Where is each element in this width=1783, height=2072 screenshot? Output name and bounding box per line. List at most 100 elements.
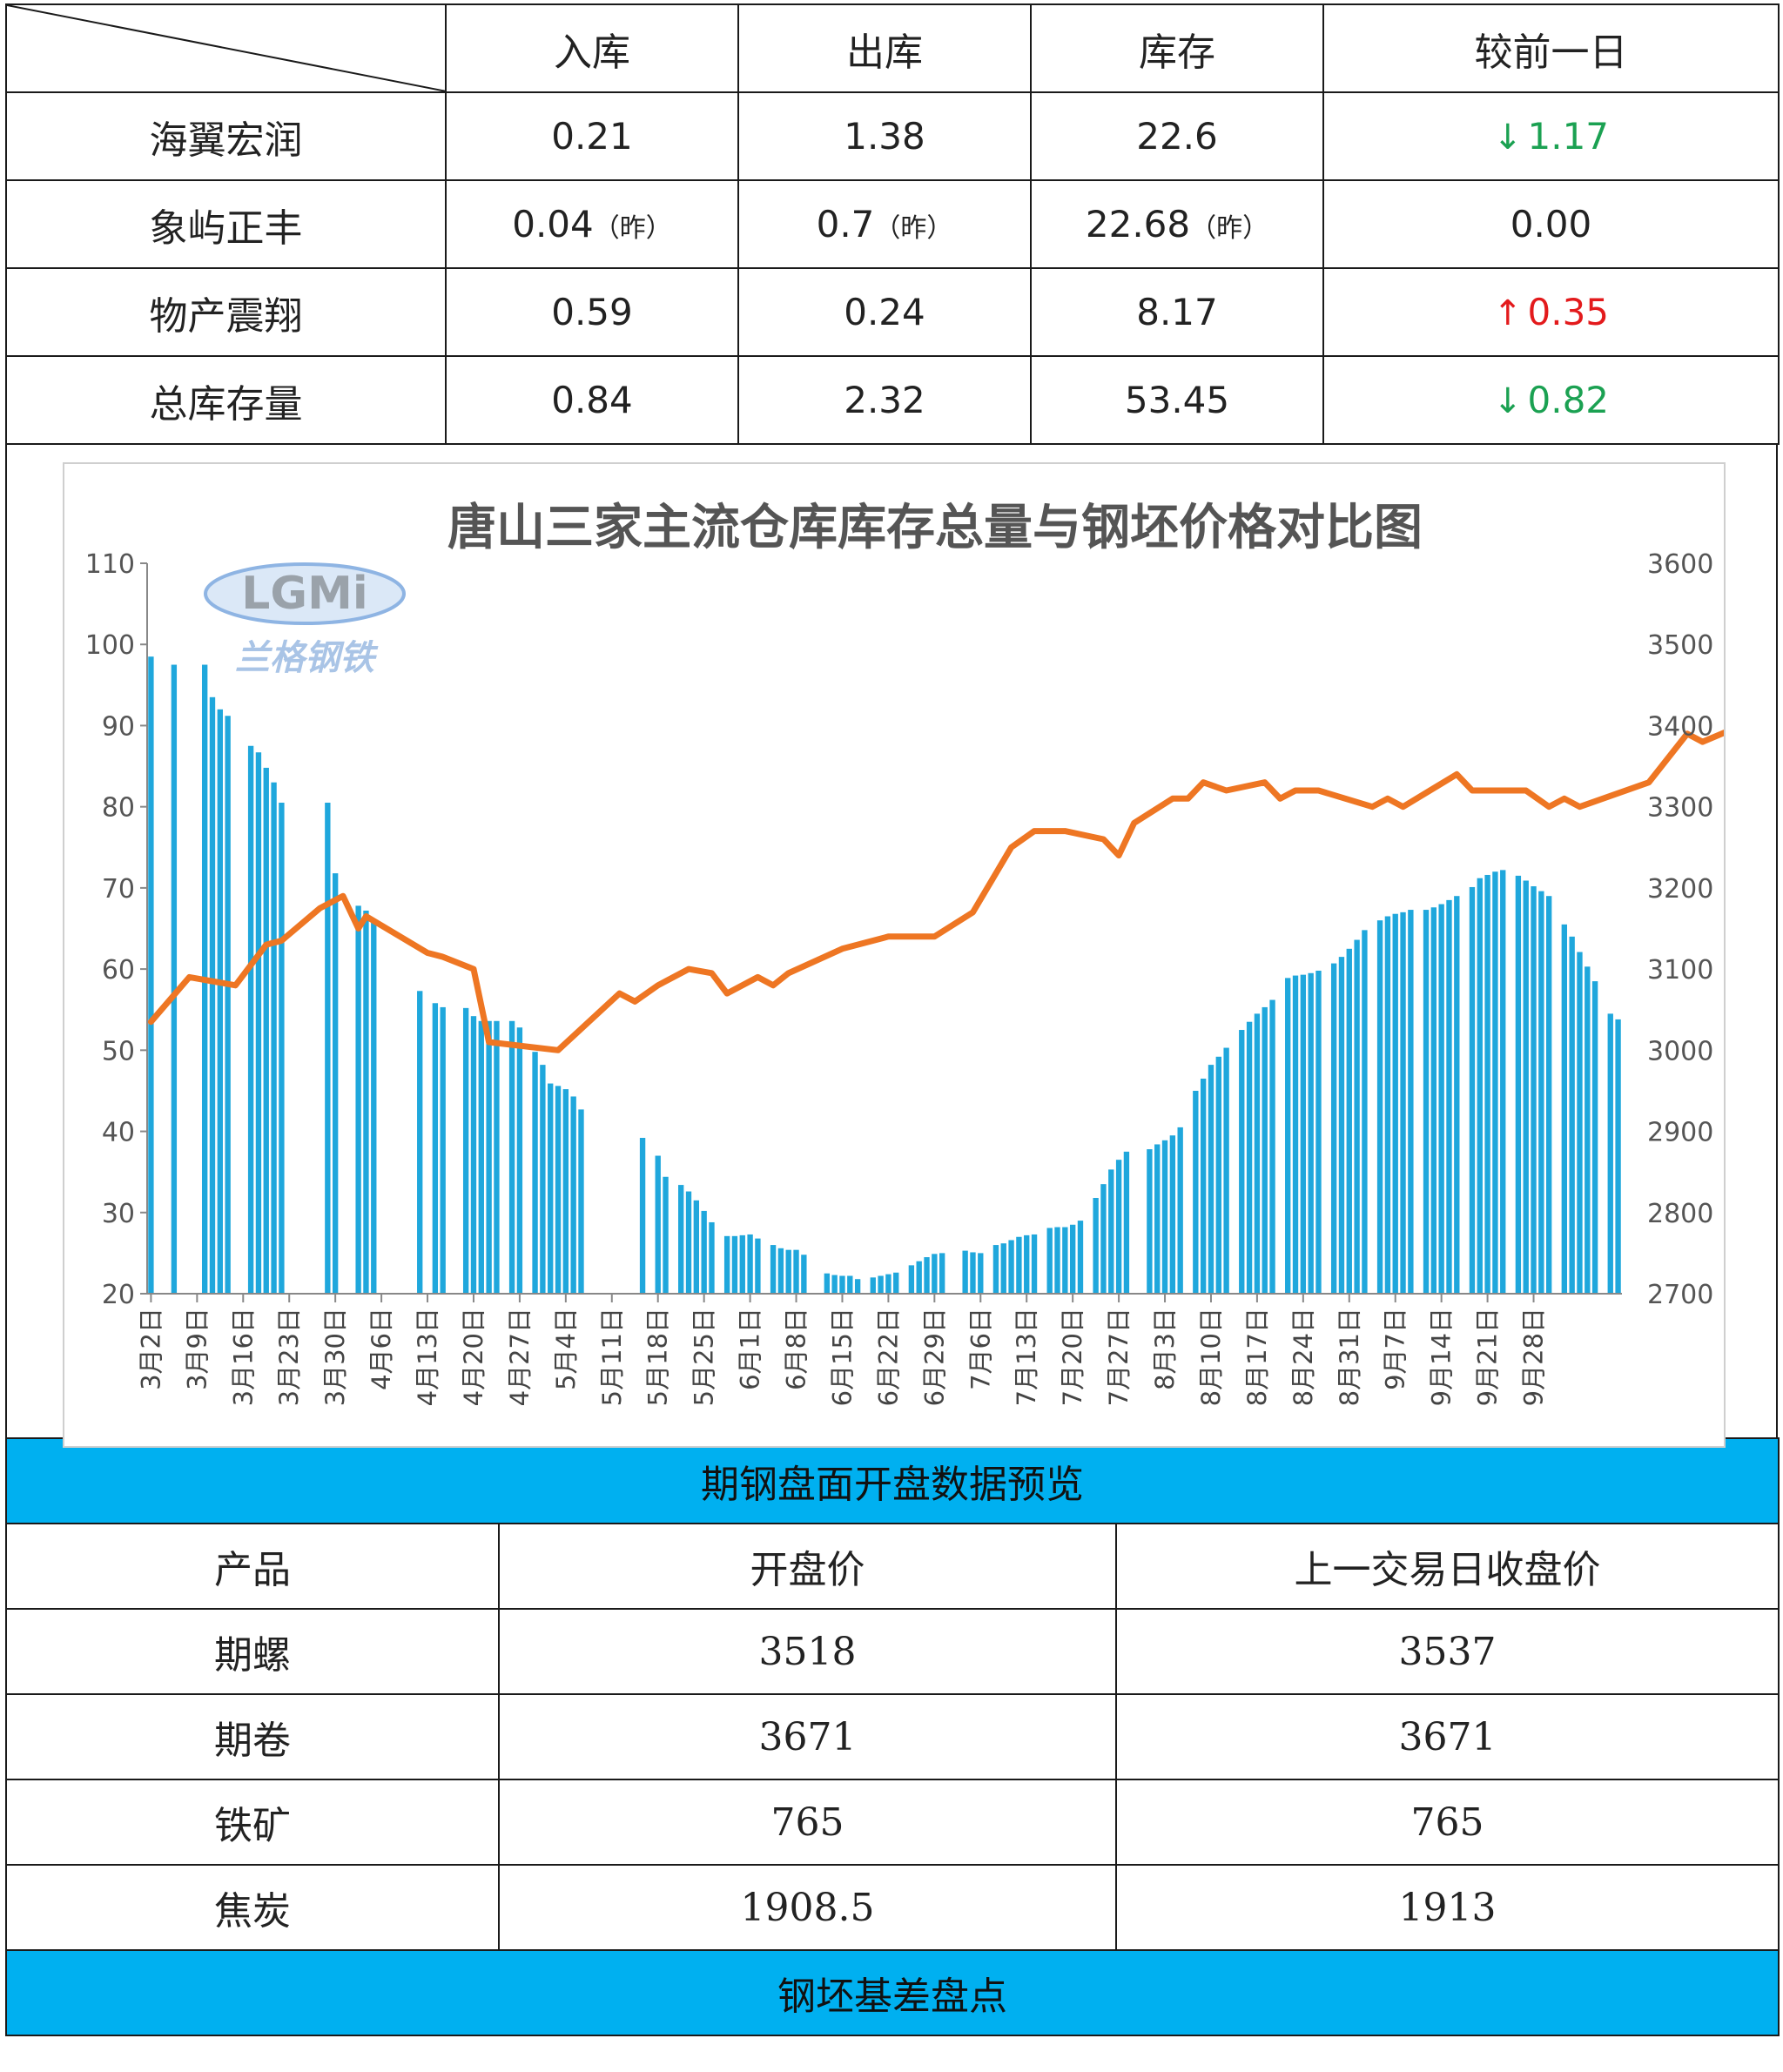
warehouse-name: 总库存量	[5, 355, 447, 445]
x-tick-label: 3月16日	[228, 1308, 258, 1406]
warehouse-name: 海翼宏润	[5, 91, 447, 181]
inventory-bar	[1239, 1030, 1245, 1294]
x-tick-label: 9月7日	[1381, 1308, 1410, 1390]
combo-chart: LGMi 兰格钢铁 唐山三家主流仓库库存总量与钢坯价格对比图 20 30 40 50 6…	[85, 499, 1783, 1406]
inventory-bar	[831, 1275, 838, 1294]
change-cell: ↓ 0.82	[1322, 355, 1780, 445]
futures-row: 期卷 3671 3671	[5, 1693, 1780, 1780]
in-value: 0.59	[445, 267, 739, 357]
x-tick-label: 4月6日	[367, 1308, 396, 1390]
inventory-bar	[1115, 1160, 1122, 1294]
inventory-row: 象屿正丰 0.04（昨） 0.7（昨） 22.68（昨） 0.00	[5, 179, 1780, 269]
right-tick-label: 3300	[1647, 793, 1713, 824]
inventory-bar	[1031, 1234, 1038, 1294]
inventory-bar	[1561, 924, 1568, 1294]
inventory-bar	[1515, 875, 1522, 1294]
inventory-bar	[839, 1275, 845, 1294]
inventory-bar	[793, 1249, 799, 1294]
stock-value: 22.6	[1030, 91, 1324, 181]
price-line	[147, 716, 1783, 1053]
x-tick-label: 8月17日	[1242, 1308, 1272, 1406]
up-arrow-icon: ↑	[1492, 293, 1523, 333]
futures-row: 期螺 3518 3537	[5, 1608, 1780, 1695]
x-tick-label: 7月20日	[1058, 1308, 1087, 1406]
x-tick-label: 8月24日	[1288, 1308, 1318, 1406]
inventory-bar	[701, 1210, 707, 1294]
futures-table: 期钢盘面开盘数据预览 产品 开盘价 上一交易日收盘价 期螺 3518 3537 …	[4, 1437, 1780, 2036]
inventory-bar	[1538, 891, 1544, 1294]
inventory-bar	[932, 1254, 938, 1294]
prev-close-price: 3671	[1114, 1693, 1780, 1780]
inventory-bar	[916, 1261, 922, 1294]
inventory-bar	[470, 1016, 477, 1294]
left-tick-label: 110	[85, 549, 135, 580]
inventory-bar	[777, 1248, 784, 1294]
inventory-bar	[1477, 878, 1483, 1294]
inventory-bar	[1024, 1234, 1030, 1294]
inventory-bar	[540, 1065, 546, 1294]
inventory-bar	[332, 873, 339, 1294]
inventory-row: 物产震翔 0.59 0.24 8.17 ↑ 0.35	[5, 267, 1780, 357]
inventory-bar	[355, 905, 361, 1294]
inventory-bar	[1546, 896, 1552, 1294]
logo-subtext: 兰格钢铁	[235, 638, 379, 678]
inventory-bar	[1016, 1236, 1022, 1294]
inventory-bar	[271, 782, 277, 1294]
inventory-bar	[486, 1020, 492, 1294]
inventory-bar	[1315, 970, 1322, 1294]
inventory-bar	[325, 803, 331, 1294]
inventory-bar	[1108, 1169, 1114, 1294]
change-value: 0.35	[1527, 291, 1610, 333]
inventory-bar	[1200, 1078, 1207, 1294]
inventory-bar	[1400, 912, 1406, 1294]
inventory-bar	[1215, 1056, 1221, 1294]
inventory-row: 总库存量 0.84 2.32 53.45 ↓ 0.82	[5, 355, 1780, 445]
in-value: 0.21	[445, 91, 739, 181]
right-tick-label: 3100	[1647, 955, 1713, 986]
yesterday-note: （昨）	[1190, 213, 1269, 244]
inventory-bar	[494, 1020, 500, 1294]
change-cell: ↓ 1.17	[1322, 91, 1780, 181]
inventory-bar	[363, 910, 369, 1294]
inventory-bar	[1338, 957, 1345, 1294]
inventory-bar	[1308, 972, 1314, 1294]
inventory-bar	[548, 1083, 554, 1294]
header-change: 较前一日	[1322, 3, 1780, 93]
inventory-bar	[1285, 978, 1291, 1294]
header-in: 入库	[445, 3, 739, 93]
inventory-bar	[1438, 904, 1444, 1294]
inventory-bar	[555, 1086, 562, 1294]
chart-cell: LGMi 兰格钢铁 唐山三家主流仓库库存总量与钢坯价格对比图 20 30 40 50 6…	[5, 443, 1783, 1448]
prev-close-price: 3537	[1114, 1608, 1780, 1695]
out-value: 0.24	[737, 267, 1032, 357]
x-tick-label: 3月2日	[136, 1308, 165, 1390]
x-tick-label: 5月18日	[643, 1308, 673, 1406]
inventory-bar	[255, 752, 262, 1294]
x-tick-label: 3月23日	[274, 1308, 304, 1406]
x-tick-label: 8月3日	[1150, 1308, 1180, 1390]
stock-value: 8.17	[1030, 267, 1324, 357]
inventory-bar	[1430, 907, 1437, 1294]
inventory-bar	[1077, 1221, 1084, 1294]
report-page: 入库 出库 库存 较前一日 海翼宏润 0.21 1.38 22.6 ↓ 1.17 …	[4, 3, 1783, 2069]
x-tick-label: 7月6日	[966, 1308, 995, 1390]
inventory-bar	[1147, 1149, 1153, 1294]
inventory-bar	[655, 1155, 661, 1294]
open-price: 765	[498, 1779, 1117, 1866]
right-tick-label: 3000	[1647, 1036, 1713, 1066]
chart-title: 唐山三家主流仓库库存总量与钢坯价格对比图	[447, 499, 1423, 556]
inventory-bar	[148, 656, 154, 1294]
inventory-bar	[978, 1253, 984, 1294]
inventory-bar	[417, 991, 423, 1294]
inventory-bar	[1454, 896, 1460, 1294]
inventory-header-row: 入库 出库 库存 较前一日	[5, 3, 1780, 93]
inventory-bar	[1254, 1013, 1261, 1294]
inventory-bar	[1123, 1151, 1130, 1294]
warehouse-name: 象屿正丰	[5, 179, 447, 269]
product-name: 期螺	[5, 1608, 500, 1695]
left-tick-label: 50	[102, 1036, 135, 1066]
x-tick-label: 6月15日	[827, 1308, 857, 1406]
inventory-bar	[462, 1007, 469, 1294]
inventory-bar	[171, 664, 178, 1294]
inventory-bar	[1161, 1140, 1168, 1294]
